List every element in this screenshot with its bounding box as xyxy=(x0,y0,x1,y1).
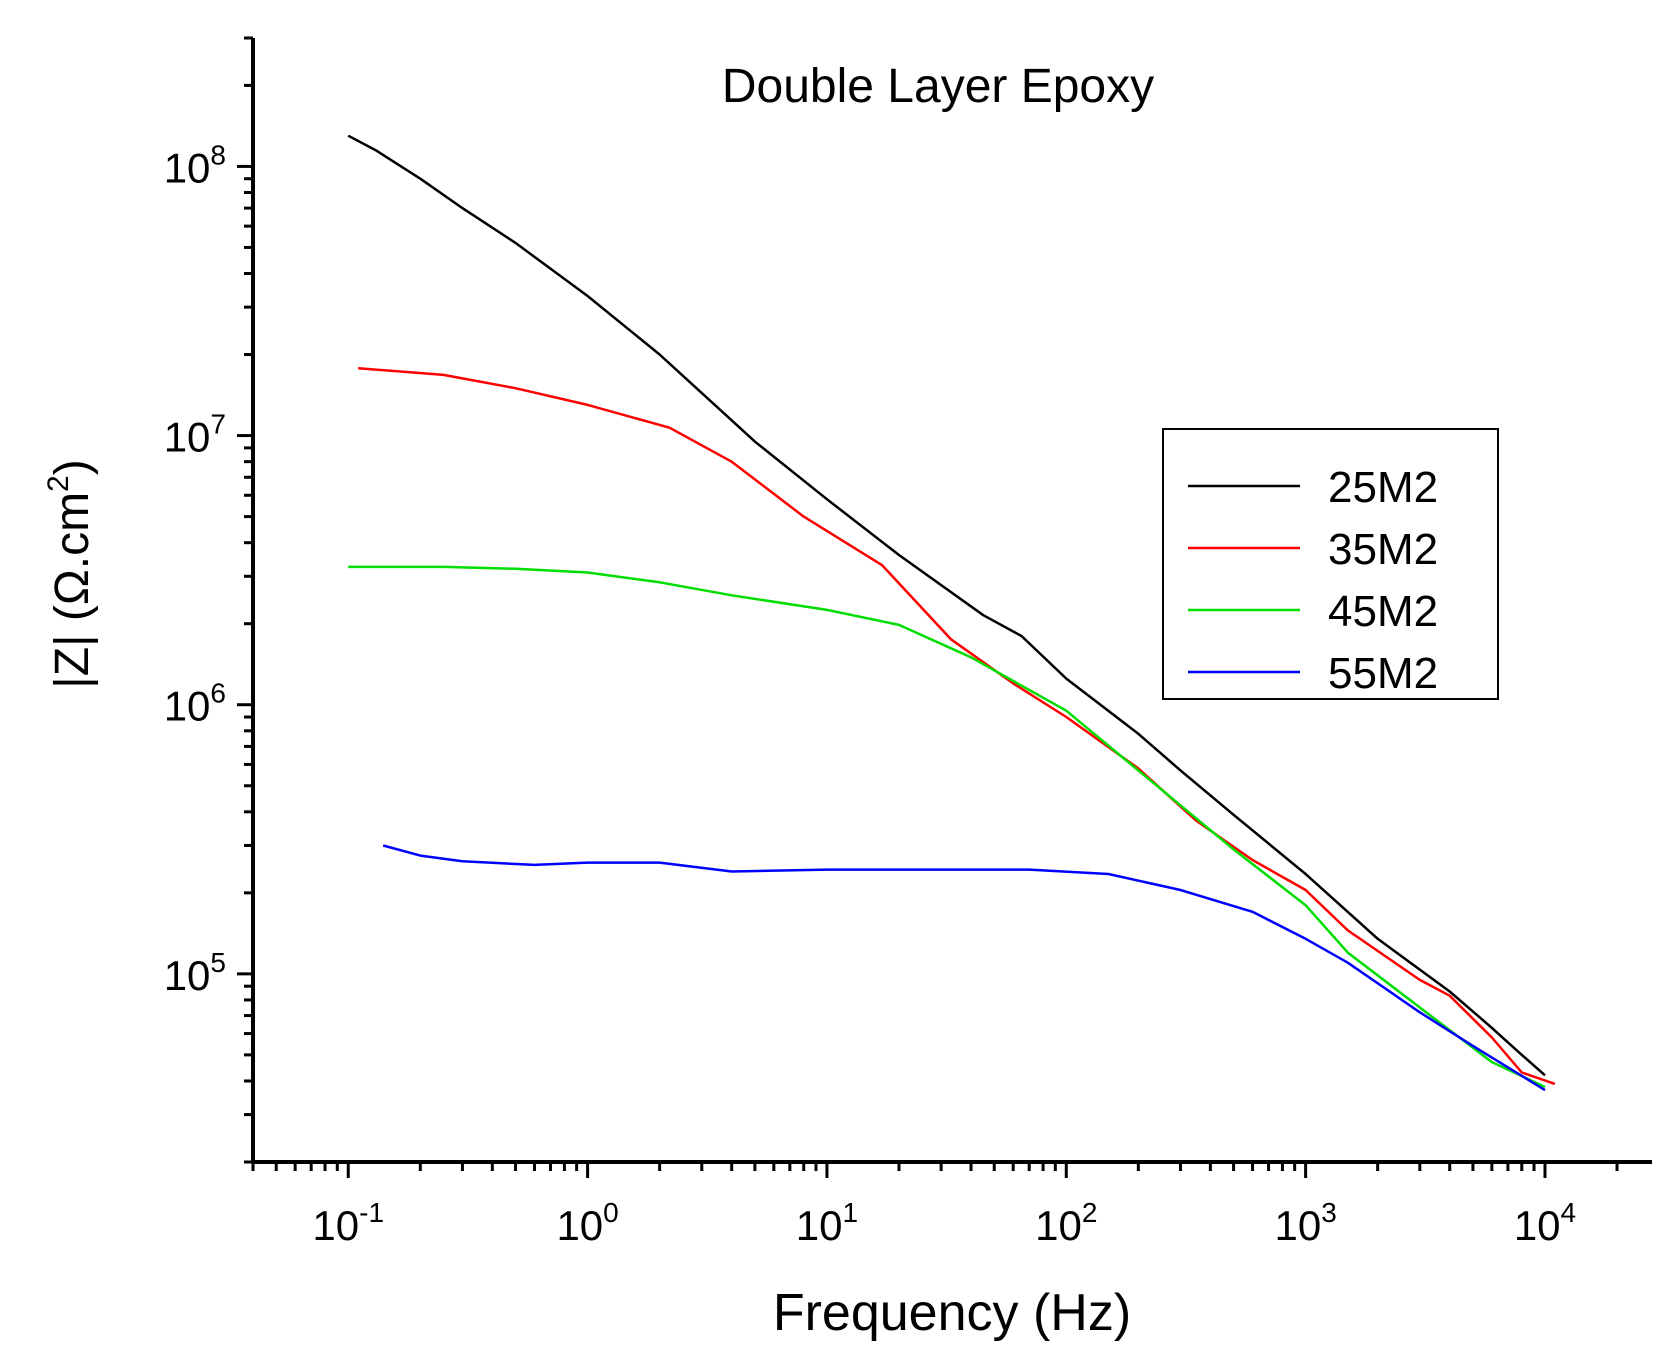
data-series xyxy=(347,134,1556,1092)
y-tick-label-base: 10 xyxy=(164,414,211,461)
series-line-55M2 xyxy=(382,844,1546,1092)
legend-box xyxy=(1162,428,1499,700)
y-tick-label-exponent: 5 xyxy=(210,947,226,978)
legend: 25M2 35M2 45M2 55M2 xyxy=(1162,428,1499,700)
y-tick-label: 106 xyxy=(164,678,226,730)
x-tick-label-base: 10 xyxy=(1274,1202,1321,1249)
x-tick-label-exponent: 1 xyxy=(843,1197,859,1228)
y-axis-label-end: ) xyxy=(46,459,99,475)
y-tick-label: 107 xyxy=(164,409,226,461)
x-tick-label-exponent: 0 xyxy=(603,1197,619,1228)
y-tick-label-exponent: 7 xyxy=(210,409,226,440)
series-line-25M2 xyxy=(347,134,1546,1077)
y-axis-label-superscript: 2 xyxy=(42,475,75,492)
x-tick-label-base: 10 xyxy=(1035,1202,1082,1249)
legend-label: 25M2 xyxy=(1328,463,1438,512)
x-tick-label: 103 xyxy=(1274,1197,1336,1249)
legend-label: 55M2 xyxy=(1328,649,1438,698)
legend-label: 35M2 xyxy=(1328,525,1438,574)
x-tick-label: 10-1 xyxy=(312,1197,384,1249)
x-tick-label-exponent: 4 xyxy=(1561,1197,1577,1228)
y-tick-label-base: 10 xyxy=(164,683,211,730)
y-tick-label-base: 10 xyxy=(164,952,211,999)
y-tick-label: 105 xyxy=(164,947,226,999)
x-tick-label: 102 xyxy=(1035,1197,1097,1249)
x-tick-label-base: 10 xyxy=(796,1202,843,1249)
x-axis-label: Frequency (Hz) xyxy=(773,1284,1131,1342)
series-line-35M2 xyxy=(358,366,1556,1086)
y-axis-label-main: |Z| (Ω.cm xyxy=(46,492,99,689)
y-tick-label-exponent: 6 xyxy=(210,678,226,709)
legend-label: 45M2 xyxy=(1328,587,1438,636)
x-tick-label-base: 10 xyxy=(556,1202,603,1249)
x-tick-label: 100 xyxy=(556,1197,618,1249)
y-tick-label-exponent: 8 xyxy=(210,139,226,170)
x-tick-label-exponent: -1 xyxy=(359,1197,384,1228)
x-tick-label: 101 xyxy=(796,1197,858,1249)
x-tick-label: 104 xyxy=(1514,1197,1576,1249)
axis-ticks xyxy=(237,36,1619,1178)
x-tick-label-base: 10 xyxy=(312,1202,359,1249)
x-tick-label-exponent: 3 xyxy=(1321,1197,1337,1228)
chart-title: Double Layer Epoxy xyxy=(722,60,1154,113)
y-axis-label: |Z| (Ω.cm2) xyxy=(42,459,99,688)
x-tick-label-exponent: 2 xyxy=(1082,1197,1098,1228)
y-tick-label-base: 10 xyxy=(164,144,211,191)
x-tick-label-base: 10 xyxy=(1514,1202,1561,1249)
series-line-45M2 xyxy=(348,565,1546,1089)
y-tick-label: 108 xyxy=(164,139,226,191)
